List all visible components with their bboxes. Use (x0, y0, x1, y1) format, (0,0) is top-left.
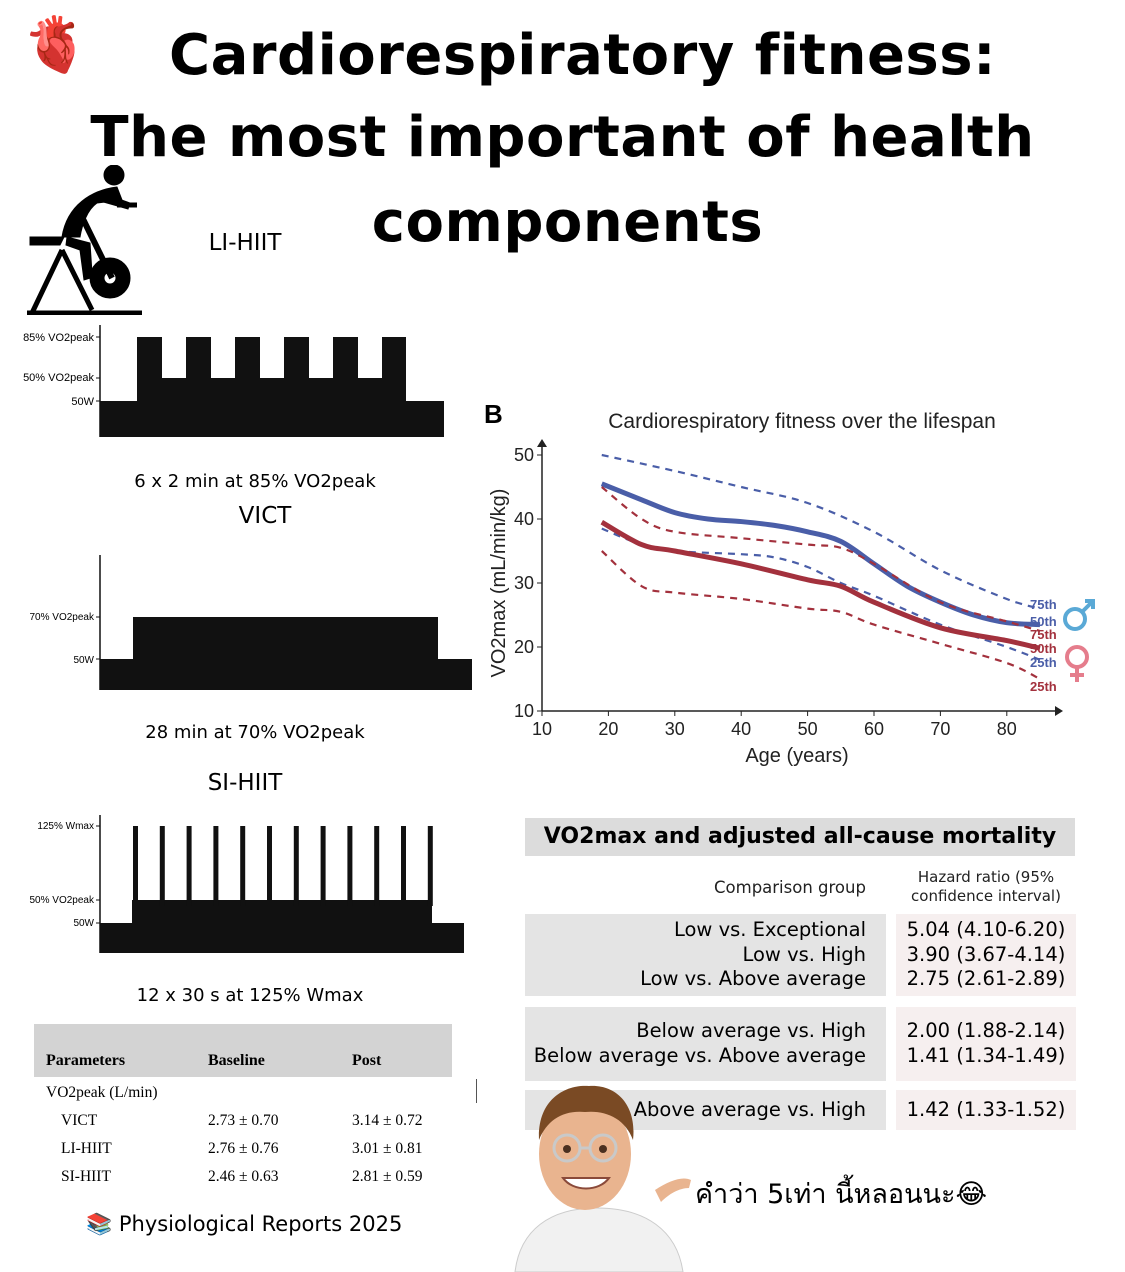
female-75th-line (601, 486, 1041, 633)
li-hiit-title: LI-HIIT (208, 230, 282, 256)
female-percentile-label: 50th (1030, 641, 1057, 656)
mortality-ratios-1: 5.04 (4.10-6.20) 3.90 (3.67-4.14) 2.75 (… (896, 914, 1076, 996)
si-hiit-title: SI-HIIT (207, 770, 283, 796)
si-hiit-label-50w: 50W (73, 918, 94, 929)
si-hiit-protocol-chart: 125% Wmax 50% VO2peak 50W (30, 815, 464, 953)
vict-label-70: 70% VO2peak (30, 612, 95, 623)
female-50th-line (600, 520, 1041, 651)
x-tick-label: 60 (864, 719, 884, 739)
param-header-baseline: Baseline (208, 1052, 265, 1069)
female-symbol-icon (1065, 645, 1089, 682)
vict-label-50w: 50W (73, 655, 94, 666)
female-percentile-label: 75th (1030, 627, 1057, 642)
chart-panel-label: B (484, 399, 503, 429)
param-row-baseline: 2.76 ± 0.76 (208, 1140, 279, 1157)
si-hiit-spike (213, 826, 219, 906)
param-row-post: 3.01 ± 0.81 (352, 1140, 423, 1157)
x-tick-label: 40 (731, 719, 751, 739)
param-row-name: VICT (61, 1112, 98, 1129)
si-hiit-spike (427, 826, 433, 906)
li-hiit-protocol-chart: 85% VO2peak 50% VO2peak 50W (23, 325, 444, 437)
si-hiit-spike (374, 826, 380, 906)
male-percentile-label: 50th (1030, 614, 1057, 629)
li-hiit-caption: 6 x 2 min at 85% VO2peak (134, 471, 376, 492)
param-row-baseline: 2.46 ± 0.63 (208, 1168, 279, 1185)
male-symbol-icon (1063, 599, 1095, 631)
mortality-group-1: Low vs. Exceptional Low vs. High Low vs.… (525, 914, 886, 996)
li-hiit-label-85: 85% VO2peak (23, 332, 94, 344)
title-line-2: The most important of health (90, 105, 1035, 170)
param-group-label: VO2peak (L/min) (46, 1084, 158, 1101)
x-tick-label: 50 (798, 719, 818, 739)
books-icon: 📚 (86, 1212, 113, 1236)
si-hiit-spike (159, 826, 165, 906)
x-tick-label: 30 (665, 719, 685, 739)
si-hiit-spike (293, 826, 299, 906)
li-hiit-label-50w: 50W (71, 396, 94, 408)
param-row-post: 3.14 ± 0.72 (352, 1112, 423, 1129)
mortality-table-title: VO2max and adjusted all-cause mortality (525, 818, 1075, 856)
y-tick-label: 40 (514, 509, 534, 529)
male-percentile-label: 25th (1030, 655, 1057, 670)
li-hiit-label-50pct: 50% VO2peak (23, 372, 94, 384)
x-axis-arrow (1055, 706, 1063, 716)
mortality-col-hazard: Hazard ratio (95% confidence interval) (911, 868, 1061, 905)
vict-protocol-chart: 70% VO2peak 50W (30, 555, 472, 690)
si-hiit-spike (267, 826, 272, 906)
parameters-table-header (34, 1024, 452, 1077)
si-hiit-spike (133, 826, 138, 906)
x-tick-label: 20 (598, 719, 618, 739)
y-tick-label: 30 (514, 573, 534, 593)
si-hiit-spike (320, 826, 326, 906)
si-hiit-spike (240, 826, 246, 906)
param-header-parameters: Parameters (46, 1052, 126, 1069)
cyclist-icon (27, 165, 142, 315)
y-axis-arrow (537, 439, 547, 447)
param-row-post: 2.81 ± 0.59 (352, 1168, 423, 1185)
female-25th-line (601, 550, 1041, 680)
si-hiit-spike (401, 826, 406, 906)
male-50th-line (600, 481, 1041, 628)
male-75th-line (601, 453, 1041, 610)
avatar (514, 1085, 691, 1272)
param-row-name: LI-HIIT (61, 1140, 112, 1157)
lifespan-chart: B Cardiorespiratory fitness over the lif… (484, 399, 1095, 767)
si-hiit-label-50pct: 50% VO2peak (30, 895, 95, 906)
y-tick-label: 10 (514, 701, 534, 721)
title-line-1: Cardiorespiratory fitness: (169, 23, 996, 88)
y-tick-label: 20 (514, 637, 534, 657)
mortality-ratios-3: 1.42 (1.33-1.52) (896, 1090, 1076, 1130)
si-hiit-spike (186, 826, 192, 906)
param-row-name: SI-HIIT (61, 1168, 111, 1185)
reference: 📚 Physiological Reports 2025 (86, 1212, 402, 1237)
si-hiit-caption: 12 x 30 s at 125% Wmax (136, 985, 364, 1006)
thai-caption: คำว่า 5เท่า นี้หลอนนะ😂 (695, 1179, 988, 1210)
chart-xlabel: Age (years) (745, 745, 848, 767)
x-tick-label: 70 (930, 719, 950, 739)
x-tick-label: 80 (997, 719, 1017, 739)
mortality-ratios-2: 2.00 (1.88-2.14) 1.41 (1.34-1.49) (896, 1007, 1076, 1081)
si-hiit-label-125: 125% Wmax (37, 821, 94, 832)
si-hiit-spike (347, 826, 353, 906)
mortality-group-2: Below average vs. High Below average vs.… (525, 1007, 886, 1081)
chart-title: Cardiorespiratory fitness over the lifes… (608, 410, 996, 433)
chart-ylabel: VO2max (mL/min/kg) (488, 489, 510, 678)
title-line-3: components (371, 190, 764, 255)
y-tick-label: 50 (514, 445, 534, 465)
mortality-col-comparison: Comparison group (714, 878, 866, 897)
vict-title: VICT (238, 503, 292, 529)
female-percentile-label: 25th (1030, 679, 1057, 694)
male-percentile-label: 75th (1030, 597, 1057, 612)
param-header-post: Post (352, 1052, 382, 1069)
param-row-baseline: 2.73 ± 0.70 (208, 1112, 279, 1129)
reference-text: Physiological Reports 2025 (118, 1212, 403, 1236)
heart-icon: 🫀 (22, 15, 90, 75)
divider (476, 1079, 477, 1103)
vict-caption: 28 min at 70% VO2peak (145, 722, 365, 743)
x-tick-label: 10 (532, 719, 552, 739)
